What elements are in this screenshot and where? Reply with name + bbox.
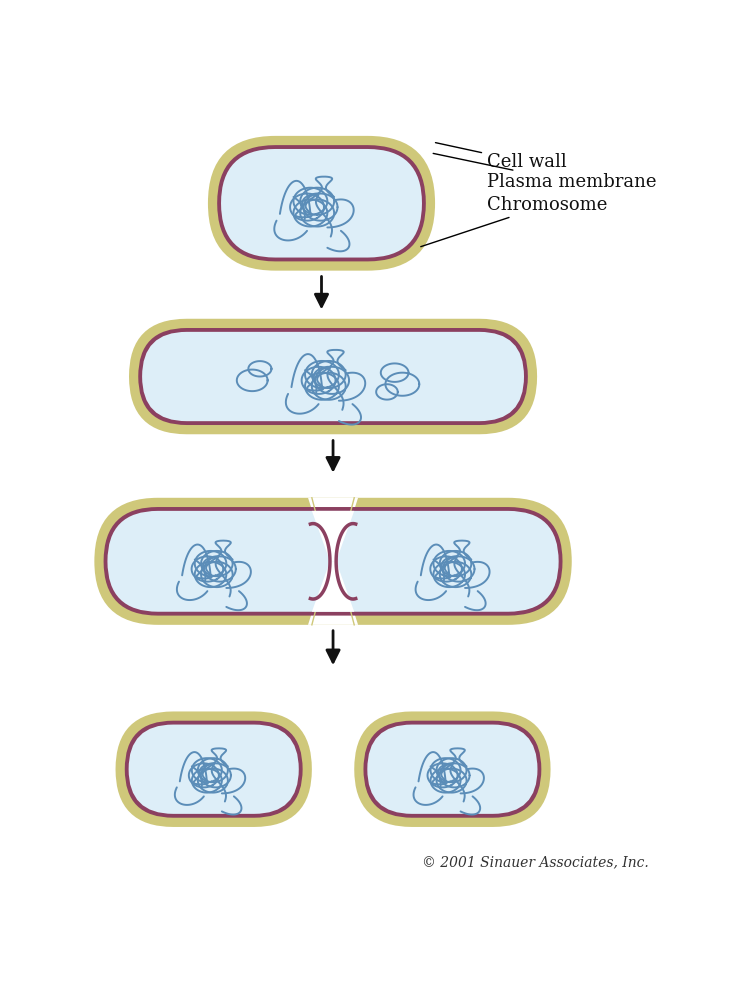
FancyBboxPatch shape	[104, 507, 562, 616]
FancyBboxPatch shape	[94, 498, 572, 624]
FancyBboxPatch shape	[221, 149, 422, 258]
FancyBboxPatch shape	[138, 328, 528, 425]
FancyBboxPatch shape	[129, 724, 299, 814]
Text: Cell wall: Cell wall	[435, 142, 567, 172]
Text: © 2001 Sinauer Associates, Inc.: © 2001 Sinauer Associates, Inc.	[422, 856, 649, 869]
FancyBboxPatch shape	[354, 711, 551, 827]
FancyBboxPatch shape	[125, 720, 303, 818]
FancyBboxPatch shape	[363, 720, 542, 818]
Text: Plasma membrane: Plasma membrane	[433, 153, 656, 192]
Polygon shape	[312, 561, 354, 612]
FancyBboxPatch shape	[129, 319, 537, 435]
Polygon shape	[312, 511, 354, 561]
FancyBboxPatch shape	[142, 332, 524, 421]
FancyBboxPatch shape	[367, 724, 537, 814]
FancyBboxPatch shape	[115, 711, 312, 827]
Text: Chromosome: Chromosome	[421, 196, 608, 247]
Polygon shape	[308, 498, 358, 561]
FancyBboxPatch shape	[217, 145, 426, 262]
Polygon shape	[308, 561, 358, 624]
FancyBboxPatch shape	[208, 136, 435, 271]
FancyBboxPatch shape	[107, 511, 559, 612]
